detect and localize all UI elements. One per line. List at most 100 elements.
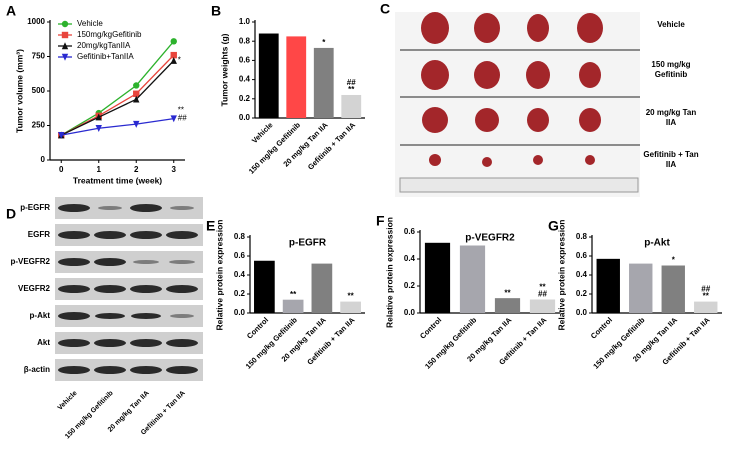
x-tick-label: Control	[245, 315, 270, 340]
bar	[286, 36, 307, 118]
y-tick-label: 0.6	[576, 251, 588, 260]
tumors	[421, 12, 603, 167]
x-tick-label: 2	[134, 165, 139, 174]
annotation: **	[290, 290, 297, 299]
chart-title: p-EGFR	[289, 238, 327, 249]
marker	[58, 131, 65, 139]
marker	[95, 125, 102, 132]
protein-label: p-VEGFR2	[10, 257, 50, 266]
legend-label: 20mg/kgTanIIA	[77, 41, 131, 50]
y-tick-label: 1000	[27, 17, 45, 26]
y-tick-label: 0.6	[239, 56, 251, 65]
y-tick-label: 0.0	[404, 308, 416, 317]
protein-label: p-Akt	[30, 311, 51, 320]
marker	[170, 115, 177, 123]
y-tick-label: 0.0	[234, 308, 246, 317]
bar	[282, 299, 304, 313]
bar	[459, 245, 486, 313]
legend-marker	[61, 31, 69, 39]
x-tick-label: Control	[589, 315, 614, 340]
x-tick-label: 150 mg/kg Gefitinib	[244, 315, 300, 371]
panel-letter: D	[6, 206, 16, 222]
bar	[258, 33, 279, 118]
row-separators	[400, 49, 640, 146]
marker	[133, 95, 140, 103]
line	[61, 117, 174, 136]
y-tick-label: 0.0	[239, 113, 251, 122]
y-tick-label: 1.0	[239, 17, 251, 26]
chart-title: p-VEGFR2	[465, 233, 515, 244]
bar	[494, 298, 521, 313]
y-tick-label: 0.2	[576, 289, 588, 298]
panel-letter: F	[376, 213, 385, 229]
legend-marker	[61, 42, 69, 50]
annotation: *	[178, 56, 181, 65]
bar	[661, 265, 685, 313]
y-tick-label: 0.8	[239, 36, 251, 45]
bar	[596, 258, 620, 313]
legend-marker	[61, 53, 69, 61]
y-axis-label: Relative protein expression	[384, 217, 394, 328]
marker	[133, 90, 140, 97]
annotation: **	[703, 292, 710, 301]
annotation: ##	[347, 78, 356, 87]
lane-label: Vehicle	[57, 390, 79, 412]
y-tick-label: 0.4	[239, 75, 251, 84]
y-axis-label: Relative protein expression	[214, 219, 224, 330]
y-tick-label: 0.4	[234, 270, 246, 279]
bar	[313, 47, 334, 118]
annotation: **	[539, 283, 546, 292]
annotation: **	[348, 85, 355, 94]
y-tick-label: 0.2	[404, 281, 416, 290]
annotation: **	[348, 292, 355, 301]
annotation: ##	[701, 285, 710, 294]
blot-bands	[58, 204, 198, 374]
y-tick-label: 0	[41, 155, 46, 164]
y-tick-label: 0.8	[234, 232, 246, 241]
line	[60, 40, 175, 136]
y-tick-label: 0.4	[404, 254, 416, 263]
protein-label: Akt	[37, 338, 50, 347]
bar	[529, 299, 556, 313]
protein-label: EGFR	[28, 230, 50, 239]
x-tick-label: 0	[59, 165, 64, 174]
bar	[254, 260, 275, 313]
protein-label: β-actin	[24, 365, 50, 374]
annotation: **	[504, 288, 511, 297]
line	[60, 54, 175, 136]
annotation: **	[178, 106, 184, 115]
panel-letter: E	[206, 218, 215, 234]
panel-letter: C	[380, 1, 390, 17]
y-tick-label: 0.2	[234, 289, 246, 298]
bar	[694, 301, 718, 313]
chart-title: p-Akt	[644, 238, 670, 249]
blot-rows	[55, 197, 203, 381]
ruler	[399, 177, 639, 193]
protein-label: p-EGFR	[20, 203, 50, 212]
y-tick-label: 0.6	[234, 251, 246, 260]
x-tick-label: Control	[418, 315, 443, 340]
legend-label: 150mg/kgGefitinib	[77, 30, 142, 39]
y-axis-label: Relative protein expression	[556, 219, 566, 330]
protein-label: VEGFR2	[18, 284, 51, 293]
marker	[170, 51, 177, 59]
y-tick-label: 750	[32, 52, 46, 61]
annotation: ##	[538, 290, 547, 299]
bar	[311, 263, 333, 313]
y-axis-label: Tumor weights (g)	[219, 33, 229, 106]
panel-letter: B	[211, 3, 221, 19]
group-label: Gefitinib + Tan IIA	[643, 150, 699, 169]
bar	[629, 263, 653, 313]
legend-label: Gefitinib+TanIIA	[77, 52, 134, 61]
y-tick-label: 0.2	[239, 94, 251, 103]
marker	[170, 56, 177, 64]
y-tick-label: 0.4	[576, 270, 588, 279]
x-tick-label: 1	[97, 165, 102, 174]
group-label: 150 mg/kg Gefitinib	[651, 60, 691, 79]
x-tick-label: 3	[172, 165, 177, 174]
marker	[133, 82, 140, 89]
group-label: Vehicle	[657, 20, 685, 29]
marker	[170, 38, 177, 45]
